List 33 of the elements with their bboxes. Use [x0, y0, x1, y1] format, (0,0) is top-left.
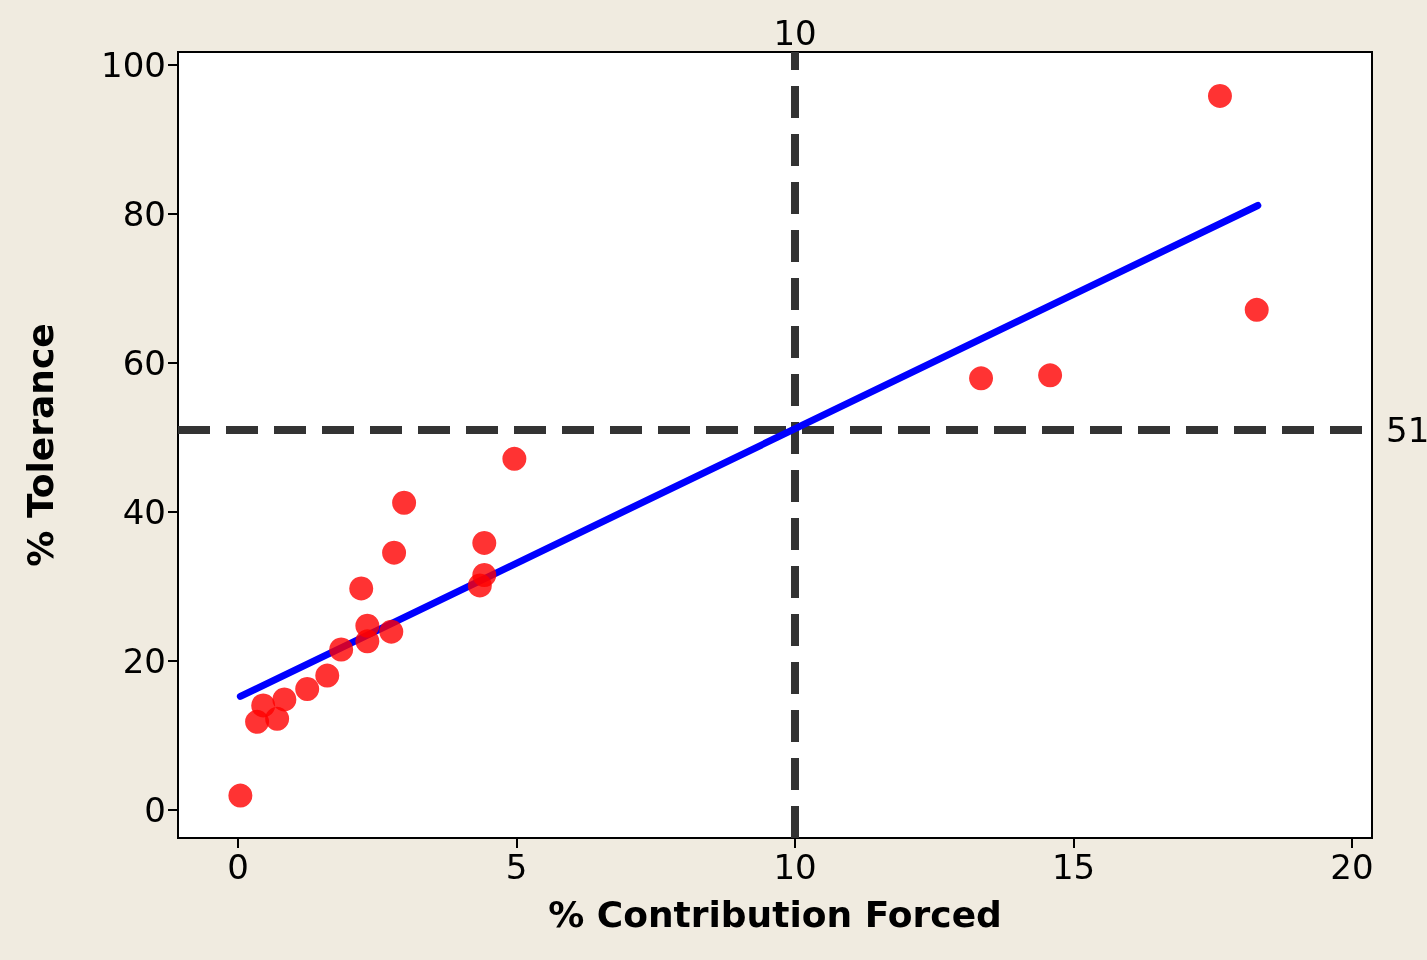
point: [349, 576, 374, 601]
point: [355, 629, 380, 654]
y-axis-title: % Tolerance: [19, 323, 61, 567]
point: [472, 563, 497, 587]
x-tick-label: 5: [505, 847, 528, 887]
point: [382, 540, 407, 565]
point: [228, 783, 253, 808]
point: [1244, 297, 1269, 322]
y-tick-label: 60: [122, 342, 166, 383]
point: [472, 530, 497, 555]
point: [392, 490, 417, 515]
ref-line-label: 51: [1386, 409, 1427, 450]
point: [1207, 83, 1232, 108]
point: [969, 366, 994, 391]
point: [295, 677, 320, 701]
point: [379, 619, 404, 644]
point: [272, 687, 297, 712]
x-axis-title: % Contribution Forced: [548, 893, 1002, 935]
point: [315, 663, 340, 688]
point: [265, 706, 290, 731]
y-tick-label: 80: [122, 193, 166, 234]
y-tick-label: 0: [144, 789, 166, 830]
point: [1038, 363, 1063, 388]
x-tick-label: 10: [773, 847, 817, 887]
y-tick-label: 40: [122, 491, 166, 532]
y-tick-label: 100: [101, 44, 166, 85]
point: [502, 446, 527, 471]
point: [329, 637, 354, 662]
x-tick-label: 20: [1330, 847, 1374, 887]
x-tick-label: 0: [227, 847, 249, 887]
ref-line-label: 10: [773, 13, 817, 53]
x-tick-label: 15: [1051, 847, 1096, 887]
y-tick-label: 20: [122, 640, 166, 681]
